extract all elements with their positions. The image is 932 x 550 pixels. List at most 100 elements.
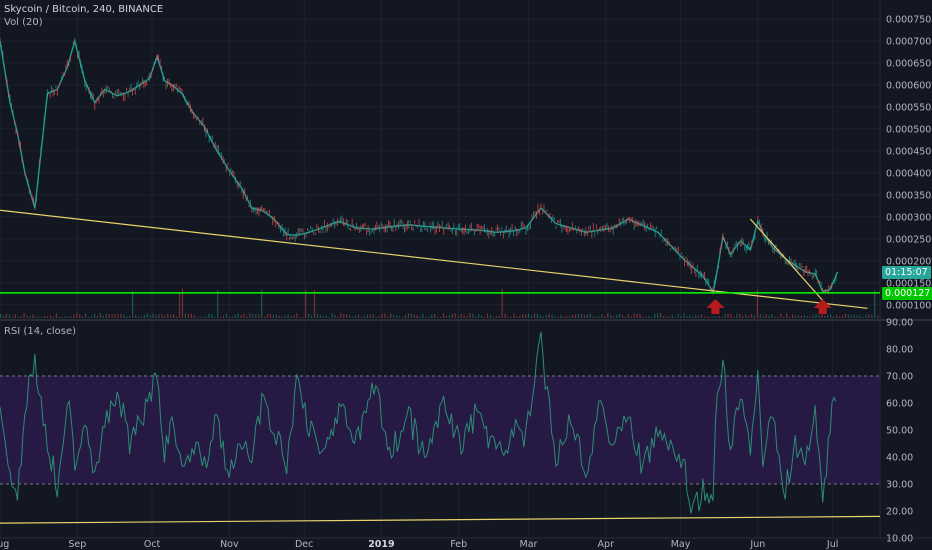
volume-bar xyxy=(824,315,826,318)
price-axis-tick-label: 0.000650 xyxy=(886,58,931,69)
x-axis-tick-label: Oct xyxy=(144,539,161,550)
volume-bar xyxy=(806,315,808,318)
volume-bar xyxy=(79,314,81,318)
volume-bar xyxy=(750,314,753,318)
volume-bar xyxy=(454,313,456,318)
x-axis-tick-label: Apr xyxy=(598,539,615,550)
volume-bar xyxy=(689,315,691,318)
volume-bar xyxy=(704,316,706,318)
volume-bar xyxy=(117,314,119,318)
volume-bar xyxy=(64,315,66,318)
volume-bar xyxy=(668,316,670,318)
volume-bar xyxy=(41,316,43,318)
volume-bar xyxy=(90,316,93,318)
volume-bar xyxy=(827,314,829,318)
volume-bar xyxy=(161,313,163,318)
price-axis-tick-label: 0.000100 xyxy=(886,300,931,311)
volume-bar xyxy=(234,314,236,318)
volume-bar xyxy=(442,313,445,318)
volume-bar xyxy=(331,313,333,318)
volume-bar xyxy=(11,316,13,318)
rsi-axis-tick-label: 80.00 xyxy=(886,345,913,356)
volume-bar xyxy=(745,314,747,318)
volume-bar xyxy=(577,313,580,318)
volume-bar xyxy=(551,314,553,318)
volume-bar xyxy=(299,316,301,318)
volume-bar xyxy=(8,314,10,318)
volume-bar xyxy=(249,313,251,318)
rsi-axis-tick-label: 60.00 xyxy=(886,399,913,410)
volume-bar xyxy=(695,314,697,318)
volume-bar xyxy=(372,314,374,318)
volume-bar xyxy=(111,314,113,318)
volume-bar xyxy=(343,314,345,318)
volume-bar xyxy=(460,313,462,318)
volume-bar xyxy=(445,315,448,318)
volume-bar xyxy=(877,315,879,318)
volume-bar xyxy=(563,316,565,318)
volume-bar xyxy=(149,314,151,318)
x-axis-tick-label: May xyxy=(671,539,691,550)
volume-bar xyxy=(252,314,254,318)
volume-bar xyxy=(624,316,626,318)
x-axis-tick-label: Feb xyxy=(450,539,467,550)
volume-bar xyxy=(176,316,178,318)
annotation-layer xyxy=(0,209,881,524)
volume-bar xyxy=(246,316,248,318)
volume-bar xyxy=(129,315,131,318)
volume-bar xyxy=(665,316,668,318)
volume-bar xyxy=(859,315,861,318)
volume-bar xyxy=(105,313,107,318)
price-axis-tick-label: 0.000750 xyxy=(886,14,931,25)
volume-bar xyxy=(618,313,621,318)
volume-bar xyxy=(152,313,154,318)
volume-bar xyxy=(93,313,96,318)
long-trendline xyxy=(0,209,868,309)
volume-bar xyxy=(484,316,486,318)
volume-bar xyxy=(46,315,49,318)
volume-bar xyxy=(818,315,820,318)
rsi-axis-tick-label: 40.00 xyxy=(886,453,913,464)
volume-bar xyxy=(20,315,22,318)
volume-bar xyxy=(228,316,230,318)
volume-bar xyxy=(325,315,327,318)
x-axis-tick-label: Dec xyxy=(295,539,313,550)
volume-bar xyxy=(208,313,210,318)
volume-bar xyxy=(783,316,785,318)
volume-bar xyxy=(73,314,75,318)
volume-bar xyxy=(319,314,321,318)
volume-bar xyxy=(475,316,477,318)
volume-bar xyxy=(99,313,101,318)
volume-bar xyxy=(680,315,682,318)
volume-bar xyxy=(284,315,286,318)
volume-bar xyxy=(706,316,709,318)
volume-bar xyxy=(108,314,110,318)
volume-bar xyxy=(187,313,189,318)
volume-bar xyxy=(662,316,665,318)
volume-bar xyxy=(264,316,266,318)
volume-bar xyxy=(425,316,427,318)
volume-bar xyxy=(434,314,436,318)
volume-bar xyxy=(721,316,723,318)
volume-bar xyxy=(140,316,142,318)
price-axis-tick-label: 0.000700 xyxy=(886,36,931,47)
volume-bar xyxy=(513,313,515,318)
volume-bar xyxy=(560,314,562,318)
volume-bar xyxy=(167,313,169,318)
volume-bar xyxy=(170,315,172,318)
volume-bar xyxy=(583,314,585,318)
volume-bar xyxy=(645,316,647,318)
price-axis-tick-label: 0.000150 xyxy=(886,278,931,289)
volume-bar xyxy=(838,316,841,318)
volume-bar xyxy=(440,316,442,318)
price-axis-tick-label: 0.000450 xyxy=(886,146,931,157)
volume-bar xyxy=(369,314,371,318)
volume-bar xyxy=(771,314,773,318)
volume-bar xyxy=(601,314,603,318)
volume-bar xyxy=(381,313,383,318)
volume-bar xyxy=(574,314,577,318)
volume-bar xyxy=(481,315,483,318)
volume-bar xyxy=(841,315,844,318)
volume-bar xyxy=(287,314,289,318)
